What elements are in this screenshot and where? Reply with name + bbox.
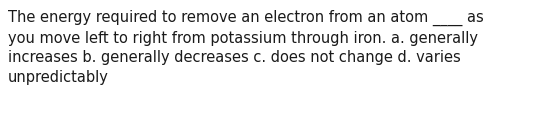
Text: The energy required to remove an electron from an atom ____ as
you move left to : The energy required to remove an electro… [8,10,484,85]
